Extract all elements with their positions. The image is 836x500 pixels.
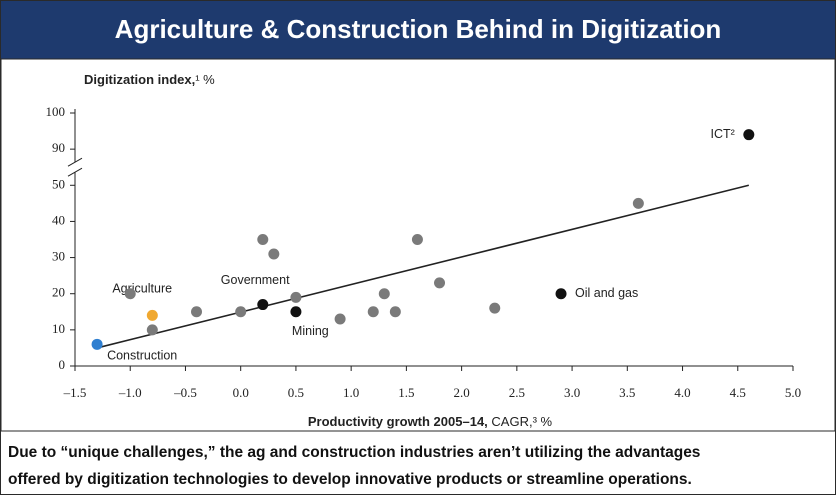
trend-line	[96, 184, 750, 349]
x-tick-label: 2.0	[453, 385, 469, 400]
x-tick-label: –1.0	[118, 385, 142, 400]
point	[389, 306, 401, 318]
point-label: Agriculture	[112, 282, 172, 296]
x-tick-label: –0.5	[173, 385, 197, 400]
point	[411, 234, 423, 245]
y-tick-label: 30	[52, 249, 65, 264]
point	[555, 288, 567, 300]
point	[632, 197, 644, 209]
x-tick-label: 1.0	[343, 385, 359, 400]
y-tick-label: 90	[52, 140, 65, 155]
point	[434, 277, 446, 289]
point	[743, 129, 755, 141]
point	[257, 299, 269, 311]
axis-break	[67, 167, 83, 177]
point-label: Mining	[292, 324, 329, 338]
point-label: Government	[221, 273, 290, 287]
x-axis-label-rest: CAGR,³ %	[488, 414, 553, 429]
x-axis-label-bold: Productivity growth 2005–14,	[308, 414, 488, 429]
y-tick-label: 0	[59, 357, 66, 372]
point	[124, 288, 136, 300]
point	[146, 309, 158, 321]
x-tick-label: 3.5	[619, 385, 635, 400]
point-label: Oil and gas	[575, 286, 638, 300]
plot-frame	[0, 58, 836, 432]
point	[268, 248, 280, 260]
x-axis-label: Productivity growth 2005–14, CAGR,³ %	[308, 414, 553, 429]
y-axis-label-bold: Digitization index,	[84, 72, 195, 87]
y-axis-label: Digitization index,¹ %	[84, 72, 215, 87]
y-tick-label: 100	[46, 104, 66, 119]
x-tick-label: 0.5	[288, 385, 304, 400]
x-tick-label: 3.0	[564, 385, 580, 400]
x-tick-label: 5.0	[785, 385, 801, 400]
point	[235, 306, 247, 318]
axis-break-gap	[69, 162, 81, 173]
point	[489, 302, 501, 314]
point	[146, 324, 158, 336]
x-tick-label: 0.0	[233, 385, 249, 400]
point-label: ICT²	[711, 127, 735, 141]
x-tick-label: 4.0	[674, 385, 690, 400]
y-tick-label: 50	[52, 176, 65, 191]
axis-break	[67, 157, 83, 167]
point	[257, 234, 269, 245]
caption-line: Due to “unique challenges,” the ag and c…	[8, 444, 700, 461]
y-tick-label: 40	[52, 212, 65, 227]
y-axis-label-rest: ¹ %	[195, 72, 215, 87]
point	[91, 338, 103, 350]
y-tick-label: 10	[52, 321, 65, 336]
point	[290, 306, 302, 318]
point	[191, 306, 203, 318]
point	[367, 306, 379, 318]
point	[290, 291, 302, 303]
x-tick-label: –1.5	[63, 385, 87, 400]
point	[334, 313, 346, 325]
x-tick-label: 4.5	[730, 385, 746, 400]
x-tick-label: 2.5	[509, 385, 525, 400]
point-label: Construction	[107, 349, 177, 363]
x-tick-label: 1.5	[398, 385, 414, 400]
caption-line: offered by digitization technologies to …	[8, 471, 692, 488]
chart-title: Agriculture & Construction Behind in Dig…	[115, 14, 722, 44]
point	[378, 288, 390, 300]
header	[1, 1, 835, 59]
y-tick-label: 20	[52, 285, 65, 300]
